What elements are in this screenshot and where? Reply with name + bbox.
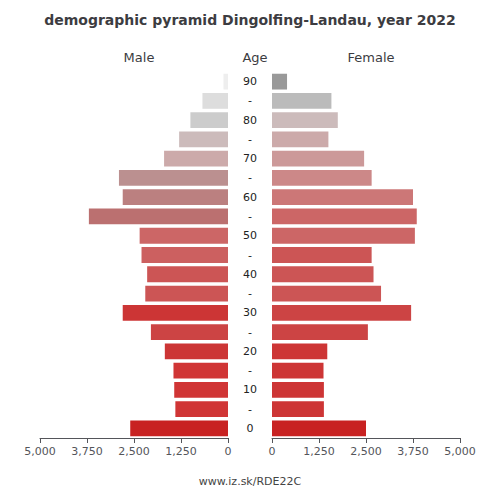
svg-text:80: 80	[243, 114, 257, 127]
svg-text:www.iz.sk/RDE22C: www.iz.sk/RDE22C	[199, 475, 302, 488]
svg-text:2,500: 2,500	[118, 445, 150, 458]
svg-text:50: 50	[243, 229, 257, 242]
svg-text:-: -	[248, 171, 252, 184]
svg-text:-: -	[248, 326, 252, 339]
svg-text:0: 0	[225, 445, 232, 458]
svg-text:-: -	[248, 210, 252, 223]
svg-text:90: 90	[243, 75, 257, 88]
svg-text:0: 0	[247, 422, 254, 435]
svg-text:5,000: 5,000	[24, 445, 56, 458]
svg-text:1,250: 1,250	[303, 445, 335, 458]
svg-text:60: 60	[243, 191, 257, 204]
svg-text:-: -	[248, 364, 252, 377]
svg-text:-: -	[248, 133, 252, 146]
svg-text:Age: Age	[242, 50, 267, 65]
svg-text:Male: Male	[124, 50, 155, 65]
svg-text:-: -	[248, 403, 252, 416]
svg-text:2,500: 2,500	[350, 445, 382, 458]
svg-text:Female: Female	[347, 50, 394, 65]
svg-text:0: 0	[269, 445, 276, 458]
svg-text:1,250: 1,250	[165, 445, 197, 458]
svg-text:3,750: 3,750	[397, 445, 429, 458]
svg-text:-: -	[248, 94, 252, 107]
svg-text:-: -	[248, 249, 252, 262]
svg-text:70: 70	[243, 152, 257, 165]
svg-text:30: 30	[243, 306, 257, 319]
svg-text:40: 40	[243, 268, 257, 281]
svg-text:demographic pyramid Dingolfing: demographic pyramid Dingolfing-Landau, y…	[44, 12, 456, 28]
svg-text:3,750: 3,750	[71, 445, 103, 458]
svg-text:-: -	[248, 287, 252, 300]
svg-text:10: 10	[243, 383, 257, 396]
svg-text:20: 20	[243, 345, 257, 358]
svg-text:5,000: 5,000	[444, 445, 476, 458]
